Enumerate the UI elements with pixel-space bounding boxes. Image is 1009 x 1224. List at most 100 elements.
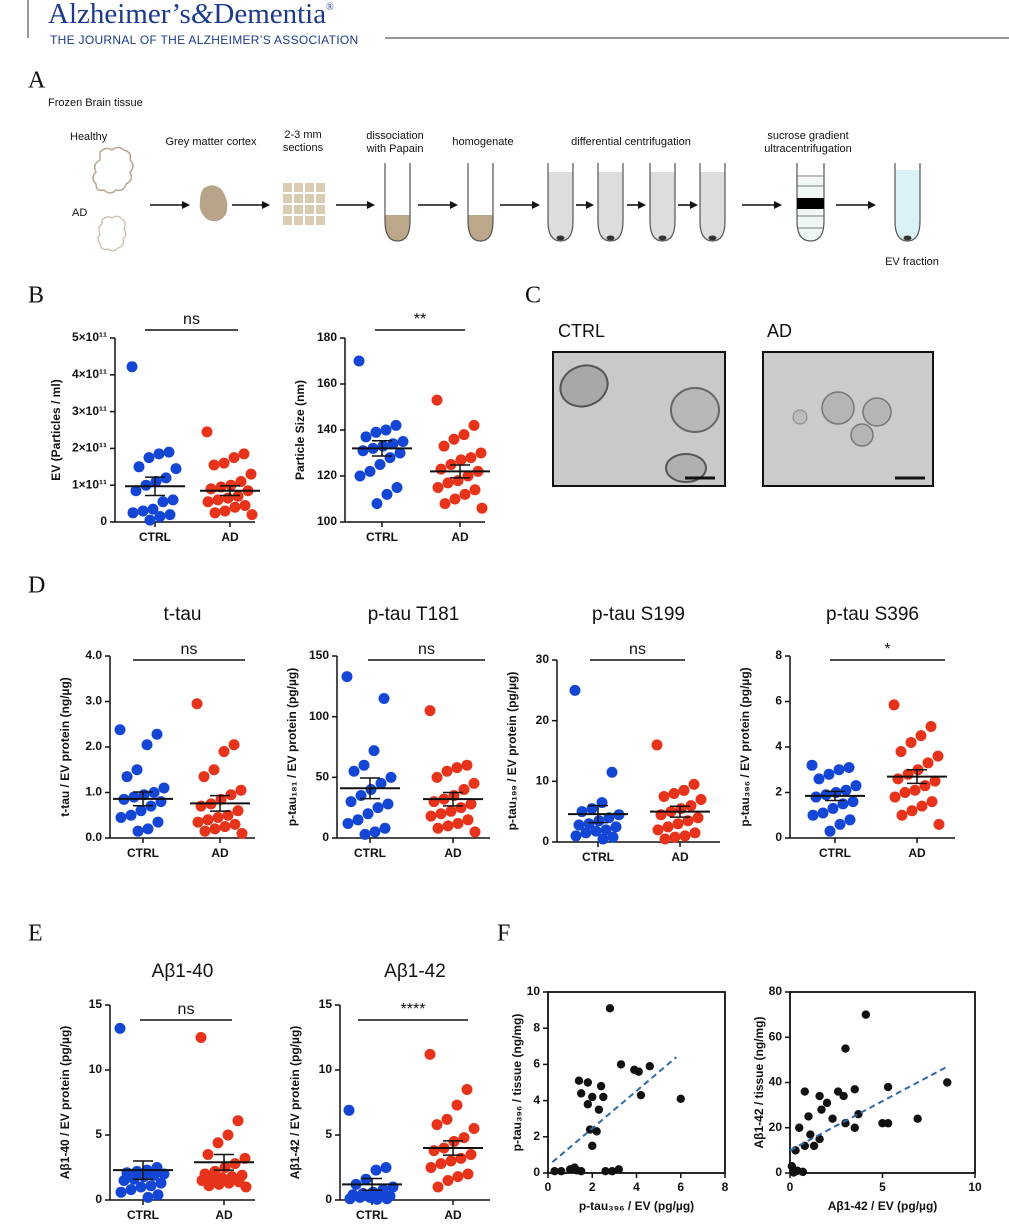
data-point — [362, 808, 374, 820]
data-point — [593, 815, 605, 827]
x-tick-label: 0 — [545, 1180, 552, 1194]
data-point — [861, 1010, 871, 1019]
data-point — [344, 1193, 356, 1205]
y-tick-label: 1×10¹¹ — [72, 477, 107, 491]
data-point — [127, 507, 139, 519]
data-point — [462, 470, 474, 482]
significance-label: ns — [629, 641, 646, 658]
data-point — [441, 765, 453, 777]
y-tick-label: 140 — [317, 422, 337, 436]
data-point — [201, 426, 213, 438]
y-axis-label: p-tau₁₉₉ / EV protein (pg/µg) — [505, 672, 519, 831]
gradient-band — [797, 198, 824, 209]
micrograph-ctrl — [552, 351, 726, 487]
y-tick-label: 5 — [325, 1127, 332, 1141]
data-point — [212, 812, 224, 824]
data-point — [390, 419, 402, 431]
data-point — [364, 465, 376, 477]
tube — [649, 163, 676, 242]
data-point — [382, 798, 394, 810]
journal-title-left: Alzheimer’s — [48, 0, 191, 30]
data-point — [371, 498, 383, 510]
journal-title-right: Dementia — [213, 0, 326, 30]
tube-fill — [598, 172, 623, 241]
data-point — [431, 1119, 443, 1131]
data-point — [462, 814, 474, 826]
data-point — [791, 1146, 800, 1155]
data-point — [228, 739, 240, 751]
data-point — [600, 824, 612, 836]
tube-fill — [385, 215, 410, 241]
data-point — [203, 1180, 215, 1192]
data-point — [459, 488, 471, 500]
x-tick-label: 2 — [589, 1180, 596, 1194]
data-point — [833, 1087, 843, 1096]
y-tick-label: 6 — [533, 1057, 540, 1071]
data-point — [368, 745, 380, 757]
data-point — [198, 771, 210, 783]
data-point — [369, 826, 381, 838]
chart-title: p-tau S396 — [826, 604, 919, 625]
data-point — [883, 1119, 893, 1128]
data-point — [394, 447, 406, 459]
journal-subtitle: THE JOURNAL OF THE ALZHEIMER’S ASSOCIATI… — [50, 33, 358, 47]
y-tick-label: 2×10¹¹ — [72, 441, 107, 455]
y-axis-label: Aβ1-42 / tissue (ng/mg) — [752, 1016, 766, 1148]
x-tick-label: 4 — [633, 1180, 640, 1194]
data-point — [468, 419, 480, 431]
data-point — [442, 820, 454, 832]
x-tick-label: AD — [215, 1208, 233, 1222]
data-point — [357, 445, 369, 457]
data-point — [202, 496, 214, 508]
y-tick-label: 80 — [769, 984, 783, 998]
significance-label: ns — [418, 641, 435, 658]
tube — [384, 163, 411, 242]
arrow-head — [182, 201, 190, 209]
data-point — [133, 461, 145, 473]
data-point — [823, 768, 835, 780]
data-point — [469, 826, 481, 838]
data-point — [235, 476, 247, 488]
x-tick-label: AD — [451, 530, 469, 544]
data-point — [888, 699, 900, 711]
chart: 0 2 4 6 8 0 2 4 6 8 10 p-tau₃₉₆ / EV (pg/µg) p-tau₃₉… — [510, 984, 728, 1213]
data-point — [435, 463, 447, 475]
data-point — [425, 810, 437, 822]
data-point — [431, 394, 443, 406]
panel-letter: E — [28, 921, 43, 947]
data-point — [215, 793, 227, 805]
data-point — [798, 1167, 808, 1177]
data-point — [212, 1137, 224, 1149]
data-point — [813, 773, 825, 785]
data-point — [374, 459, 386, 470]
data-point — [605, 1004, 615, 1013]
data-point — [380, 1162, 392, 1173]
data-point — [915, 730, 927, 742]
data-point — [205, 483, 217, 495]
data-point — [158, 1168, 170, 1180]
data-point — [847, 796, 859, 808]
data-point — [824, 825, 836, 837]
data-point — [232, 805, 244, 817]
data-point — [114, 724, 126, 736]
data-point — [652, 824, 664, 836]
data-point — [451, 1099, 463, 1111]
y-tick-label: 0 — [322, 830, 329, 844]
section — [305, 216, 314, 225]
data-point — [228, 452, 240, 464]
data-point — [202, 814, 214, 826]
arrow-head — [586, 201, 594, 209]
data-point — [607, 1166, 617, 1176]
section — [283, 183, 292, 192]
section — [316, 183, 325, 192]
data-point — [135, 805, 147, 817]
data-point — [592, 1127, 601, 1136]
section — [305, 183, 314, 192]
data-point — [131, 764, 143, 776]
data-point — [365, 783, 377, 795]
section — [294, 216, 303, 225]
data-point — [229, 818, 241, 830]
data-point — [461, 1084, 473, 1095]
data-point — [854, 1109, 863, 1119]
chart-title: p-tau S199 — [592, 604, 685, 625]
